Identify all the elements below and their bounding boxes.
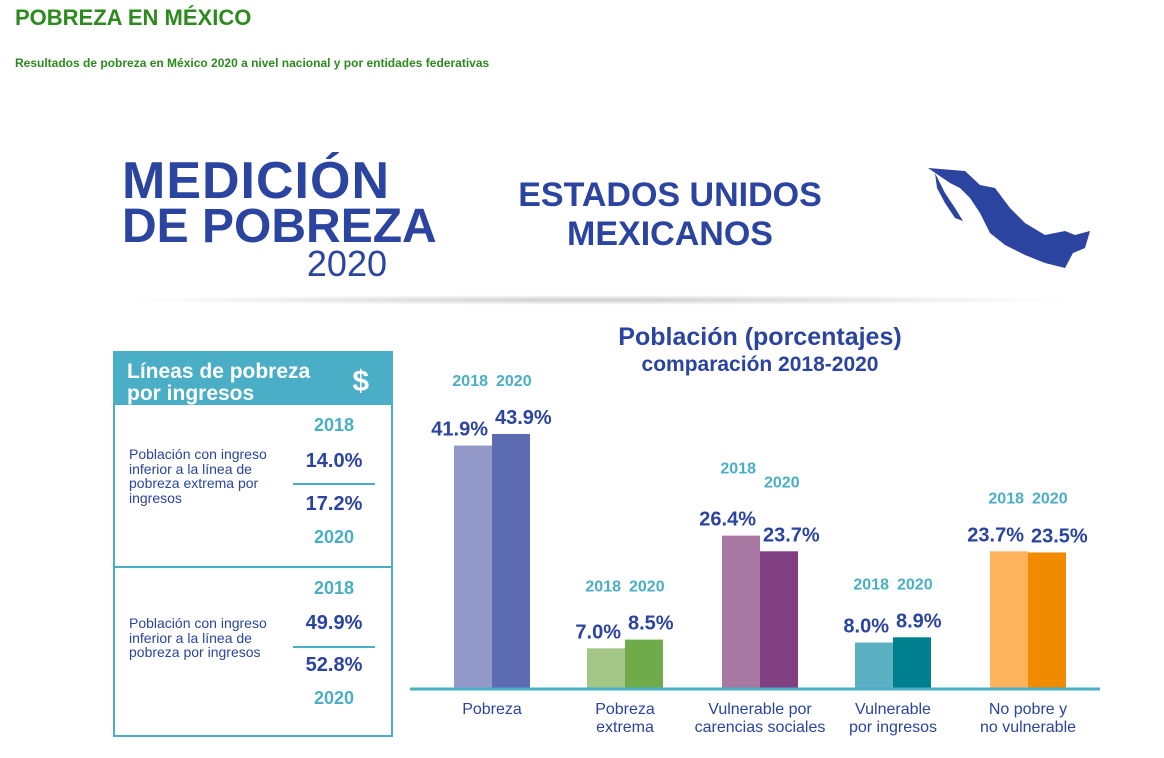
logo-line3: 2020 (306, 242, 387, 284)
value-label-2020: 43.9% (495, 407, 552, 429)
chart-title: Población (porcentajes) comparación 2018… (560, 322, 960, 377)
income-row: Población con ingreso inferior a la líne… (115, 566, 391, 728)
page-title: POBREZA EN MÉXICO (15, 5, 252, 30)
category-label: carencias sociales (695, 719, 826, 736)
year-label-2020: 2020 (764, 475, 800, 492)
bar-2018 (722, 535, 760, 689)
year-label-2020: 2020 (897, 576, 933, 593)
category-label: Vulnerable (855, 701, 931, 718)
income-box-title-2: por ingresos (127, 382, 255, 406)
year-label-2018: 2018 (452, 373, 488, 390)
country-title: ESTADOS UNIDOS MEXICANOS (470, 176, 870, 254)
divider-shadow (115, 295, 1080, 305)
bar-2018 (587, 648, 625, 689)
year-label-2018: 2018 (585, 579, 621, 596)
income-box-title-1: Líneas de pobreza (127, 360, 311, 383)
bar-2020 (492, 433, 530, 689)
category-label: Pobreza (462, 701, 522, 718)
income-row-value-2020: 17.2% (305, 493, 363, 515)
income-row-year-2020: 2020 (313, 688, 355, 708)
value-label-2018: 23.7% (967, 524, 1024, 546)
dollar-icon: $ (352, 365, 369, 398)
year-label-2020: 2020 (1032, 490, 1068, 507)
page-subtitle: Resultados de pobreza en México 2020 a n… (15, 56, 490, 70)
income-row-divider (293, 483, 375, 485)
value-label-2020: 8.9% (896, 610, 942, 632)
income-row-value-2018: 49.9% (305, 612, 363, 634)
bar-2020 (760, 551, 798, 689)
medicion-logo: MEDICIÓN DE POBREZA 2020 (122, 152, 437, 284)
mexico-map-icon (928, 168, 1090, 268)
category-label: por ingresos (849, 719, 937, 736)
chart-title-main: Población (porcentajes) (618, 323, 902, 351)
country-line1: ESTADOS UNIDOS (518, 176, 822, 214)
value-label-2018: 7.0% (575, 621, 621, 643)
category-label: no vulnerable (980, 719, 1076, 736)
value-label-2018: 8.0% (843, 616, 889, 638)
bar-2020 (893, 637, 931, 689)
bar-2020 (1028, 552, 1066, 689)
income-row-divider (293, 646, 375, 648)
income-row-value-2020: 52.8% (305, 654, 363, 676)
category-label: No pobre y (989, 701, 1067, 718)
income-lines-box: Líneas de pobreza por ingresos $ Poblaci… (113, 351, 393, 737)
income-row-description: Población con ingreso inferior a la líne… (129, 446, 267, 507)
bar-2020 (625, 639, 663, 689)
logo-line1: MEDICIÓN (122, 152, 390, 210)
category-label: extrema (596, 719, 654, 736)
chart-subtitle: comparación 2018-2020 (641, 353, 879, 376)
value-label-2020: 23.7% (763, 524, 820, 546)
income-row-year-2018: 2018 (313, 415, 355, 435)
bar-2018 (990, 551, 1028, 689)
year-label-2018: 2018 (720, 461, 756, 478)
year-label-2018: 2018 (853, 576, 889, 593)
category-label: Pobreza (595, 701, 655, 718)
bar-2018 (855, 642, 893, 689)
income-box-header: Líneas de pobreza por ingresos $ (115, 353, 391, 405)
logo-line2: DE POBREZA (122, 199, 437, 253)
value-label-2018: 26.4% (699, 509, 756, 531)
value-label-2020: 23.5% (1031, 525, 1088, 547)
year-label-2018: 2018 (988, 490, 1024, 507)
country-line2: MEXICANOS (567, 215, 773, 254)
income-row-year-2018: 2018 (313, 578, 355, 598)
income-row-description: Población con ingreso inferior a la líne… (129, 615, 267, 661)
income-row: Población con ingreso inferior a la líne… (115, 405, 391, 566)
value-label-2020: 8.5% (628, 613, 674, 635)
category-label: Vulnerable por (708, 701, 812, 718)
year-label-2020: 2020 (496, 373, 532, 390)
income-row-value-2018: 14.0% (305, 450, 363, 472)
value-label-2018: 41.9% (431, 419, 488, 441)
income-row-year-2020: 2020 (313, 527, 355, 547)
year-label-2020: 2020 (629, 579, 665, 596)
bar-2018 (454, 445, 492, 689)
